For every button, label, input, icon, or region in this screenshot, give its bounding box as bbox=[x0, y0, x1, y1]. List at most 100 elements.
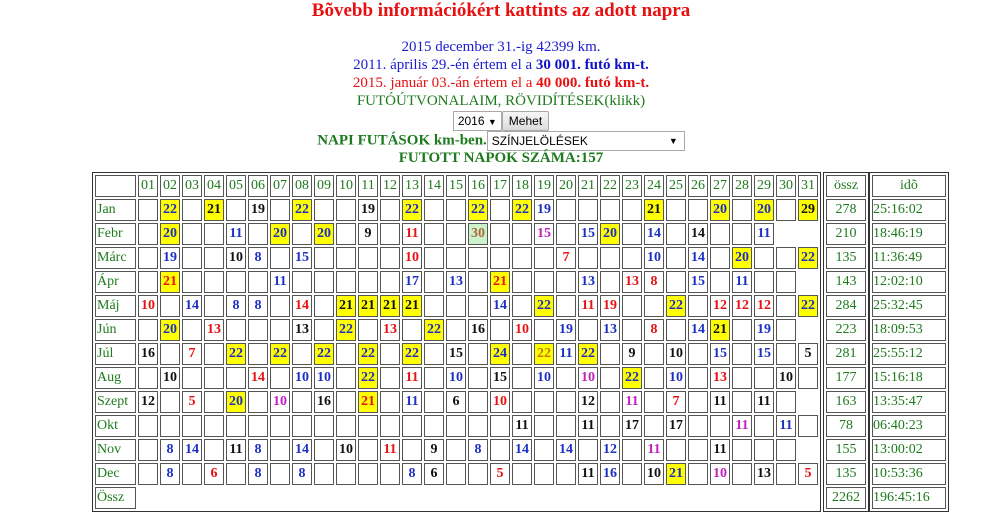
day-cell[interactable]: 22 bbox=[314, 343, 334, 365]
day-cell[interactable]: 11 bbox=[732, 415, 752, 437]
day-cell[interactable]: 16 bbox=[314, 391, 334, 413]
day-cell[interactable] bbox=[754, 367, 774, 389]
day-cell[interactable] bbox=[754, 439, 774, 461]
day-cell[interactable] bbox=[314, 463, 334, 485]
day-cell[interactable] bbox=[732, 439, 752, 461]
day-cell[interactable] bbox=[622, 223, 642, 245]
day-cell[interactable]: 10 bbox=[490, 391, 510, 413]
day-cell[interactable]: 11 bbox=[270, 271, 290, 293]
day-cell[interactable] bbox=[710, 247, 730, 269]
day-cell[interactable]: 11 bbox=[226, 223, 246, 245]
day-cell[interactable]: 10 bbox=[644, 463, 664, 485]
day-cell[interactable] bbox=[314, 247, 334, 269]
go-button[interactable]: Mehet bbox=[501, 111, 550, 131]
day-cell[interactable] bbox=[666, 439, 686, 461]
day-cell[interactable] bbox=[776, 247, 796, 269]
day-cell[interactable]: 22 bbox=[270, 343, 290, 365]
day-cell[interactable]: 15 bbox=[292, 247, 312, 269]
day-cell[interactable] bbox=[182, 367, 202, 389]
day-cell[interactable]: 15 bbox=[534, 223, 554, 245]
day-cell[interactable] bbox=[204, 391, 224, 413]
day-cell[interactable] bbox=[138, 367, 158, 389]
day-cell[interactable] bbox=[160, 343, 180, 365]
day-cell[interactable]: 12 bbox=[138, 391, 158, 413]
day-cell[interactable]: 24 bbox=[490, 343, 510, 365]
day-cell[interactable]: 10 bbox=[446, 367, 466, 389]
day-cell[interactable] bbox=[556, 367, 576, 389]
day-cell[interactable] bbox=[138, 319, 158, 341]
day-cell[interactable] bbox=[402, 439, 422, 461]
day-cell[interactable] bbox=[688, 367, 708, 389]
day-cell[interactable] bbox=[270, 319, 290, 341]
day-cell[interactable] bbox=[226, 415, 246, 437]
day-cell[interactable]: 14 bbox=[292, 295, 312, 317]
day-cell[interactable] bbox=[710, 271, 730, 293]
day-cell[interactable]: 17 bbox=[402, 271, 422, 293]
day-cell[interactable] bbox=[600, 247, 620, 269]
day-cell[interactable]: 22 bbox=[534, 295, 554, 317]
day-cell[interactable]: 13 bbox=[710, 367, 730, 389]
day-cell[interactable] bbox=[512, 295, 532, 317]
day-cell[interactable]: 6 bbox=[446, 391, 466, 413]
day-cell[interactable] bbox=[424, 415, 444, 437]
day-cell[interactable] bbox=[688, 343, 708, 365]
day-cell[interactable] bbox=[688, 463, 708, 485]
day-cell[interactable] bbox=[424, 367, 444, 389]
day-cell[interactable] bbox=[336, 391, 356, 413]
day-cell[interactable]: 8 bbox=[248, 463, 268, 485]
day-cell[interactable]: 8 bbox=[292, 463, 312, 485]
day-cell[interactable] bbox=[248, 223, 268, 245]
day-cell[interactable]: 10 bbox=[512, 319, 532, 341]
day-cell[interactable] bbox=[248, 415, 268, 437]
day-cell[interactable]: 11 bbox=[732, 271, 752, 293]
day-cell[interactable] bbox=[336, 247, 356, 269]
day-cell[interactable]: 13 bbox=[204, 319, 224, 341]
day-cell[interactable]: 22 bbox=[402, 343, 422, 365]
day-cell[interactable] bbox=[358, 319, 378, 341]
day-cell[interactable]: 8 bbox=[644, 271, 664, 293]
day-cell[interactable] bbox=[336, 343, 356, 365]
day-cell[interactable] bbox=[204, 271, 224, 293]
day-cell[interactable]: 7 bbox=[666, 391, 686, 413]
day-cell[interactable]: 13 bbox=[380, 319, 400, 341]
day-cell[interactable]: 14 bbox=[248, 367, 268, 389]
day-cell[interactable] bbox=[578, 439, 598, 461]
day-cell[interactable] bbox=[534, 439, 554, 461]
day-cell[interactable] bbox=[754, 247, 774, 269]
day-cell[interactable] bbox=[248, 391, 268, 413]
day-cell[interactable] bbox=[512, 223, 532, 245]
day-cell[interactable]: 21 bbox=[644, 199, 664, 221]
day-cell[interactable] bbox=[732, 343, 752, 365]
day-cell[interactable] bbox=[358, 271, 378, 293]
day-cell[interactable]: 22 bbox=[358, 343, 378, 365]
day-cell[interactable]: 11 bbox=[226, 439, 246, 461]
day-cell[interactable] bbox=[270, 295, 290, 317]
day-cell[interactable]: 22 bbox=[424, 319, 444, 341]
day-cell[interactable] bbox=[468, 463, 488, 485]
day-cell[interactable] bbox=[270, 463, 290, 485]
day-cell[interactable] bbox=[358, 247, 378, 269]
day-cell[interactable]: 8 bbox=[468, 439, 488, 461]
day-cell[interactable] bbox=[490, 439, 510, 461]
day-cell[interactable]: 13 bbox=[600, 319, 620, 341]
day-cell[interactable]: 20 bbox=[226, 391, 246, 413]
day-cell[interactable]: 14 bbox=[688, 319, 708, 341]
day-cell[interactable] bbox=[138, 247, 158, 269]
day-cell[interactable] bbox=[534, 271, 554, 293]
day-cell[interactable] bbox=[666, 271, 686, 293]
day-cell[interactable] bbox=[446, 223, 466, 245]
day-cell[interactable]: 21 bbox=[160, 271, 180, 293]
day-cell[interactable]: 21 bbox=[358, 391, 378, 413]
day-cell[interactable] bbox=[468, 247, 488, 269]
day-cell[interactable] bbox=[468, 295, 488, 317]
day-cell[interactable] bbox=[314, 439, 334, 461]
day-cell[interactable] bbox=[138, 223, 158, 245]
day-cell[interactable]: 8 bbox=[248, 295, 268, 317]
day-cell[interactable]: 16 bbox=[600, 463, 620, 485]
day-cell[interactable]: 12 bbox=[754, 295, 774, 317]
day-cell[interactable]: 16 bbox=[468, 319, 488, 341]
day-cell[interactable]: 10 bbox=[402, 247, 422, 269]
day-cell[interactable]: 10 bbox=[644, 247, 664, 269]
day-cell[interactable] bbox=[204, 415, 224, 437]
day-cell[interactable]: 12 bbox=[732, 295, 752, 317]
